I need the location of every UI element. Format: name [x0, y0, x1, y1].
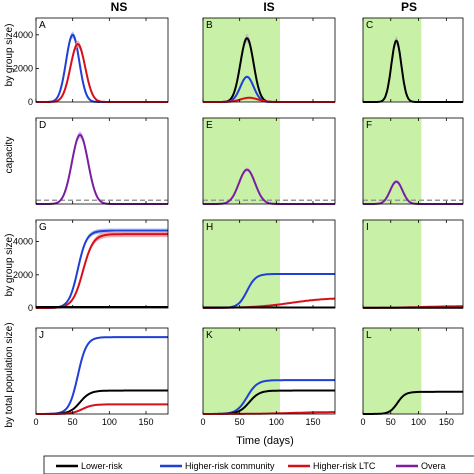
panel-letter: C — [366, 20, 373, 31]
uncertainty-band-red — [36, 40, 168, 102]
legend-label: Higher-risk LTC — [313, 461, 376, 471]
column-title-ns: NS — [111, 0, 128, 14]
x-tick-label: 50 — [386, 417, 396, 427]
x-tick-label: 100 — [411, 417, 426, 427]
intervention-shade — [363, 118, 422, 204]
intervention-shade — [363, 328, 422, 414]
series-line-red — [36, 233, 168, 309]
x-tick-label: 50 — [68, 417, 78, 427]
panel-h: H — [202, 219, 336, 309]
uncertainty-band-purple — [36, 131, 168, 204]
x-tick-label: 0 — [33, 417, 38, 427]
panel-letter: L — [366, 330, 372, 341]
uncertainty-band-blue — [36, 228, 168, 308]
legend: Lower-risk Higher-risk community Higher-ri… — [43, 455, 474, 474]
axes-frame — [35, 219, 169, 309]
uncertainty-band-red — [36, 231, 168, 308]
series-line-blue — [36, 33, 168, 103]
panels: 0 2000 4000 A B C D E F 0 2000 4000 G H I 0 50 100 150 J 0 50… — [13, 17, 464, 427]
x-tick-label: 100 — [102, 417, 117, 427]
x-tick-label: 50 — [235, 417, 245, 427]
axes-frame — [202, 17, 336, 103]
uncertainty-band-blue — [36, 31, 168, 102]
panel-letter: G — [39, 222, 47, 233]
series-line-blue — [36, 229, 168, 309]
x-tick-label: 0 — [360, 417, 365, 427]
y-tick-label: 0 — [28, 303, 33, 313]
y-tick-label: 2000 — [13, 270, 33, 280]
series-line-black — [36, 389, 168, 415]
series-line-blue — [36, 336, 168, 415]
axes-frame — [362, 219, 464, 309]
panel-letter: H — [206, 222, 213, 233]
series-line-red — [36, 42, 168, 103]
x-tick-label: 150 — [439, 417, 454, 427]
panel-j: 0 50 100 150 J — [33, 327, 169, 427]
legend-label: Lower-risk — [81, 461, 123, 471]
panel-letter: F — [366, 120, 372, 131]
x-tick-label: 150 — [305, 417, 320, 427]
axes-frame — [362, 17, 464, 103]
panel-letter: K — [206, 330, 213, 341]
panel-f: F — [362, 117, 464, 205]
legend-label: Higher-risk community — [185, 461, 275, 471]
panel-c: C — [362, 17, 464, 103]
axes-frame — [202, 327, 336, 415]
y-tick-label: 4000 — [13, 237, 33, 247]
panel-i: I — [362, 219, 464, 309]
axes-frame — [362, 117, 464, 205]
axes-frame — [35, 117, 169, 205]
axes-frame — [202, 219, 336, 309]
panel-k: 0 50 100 150 K — [200, 327, 336, 427]
y-tick-label: 0 — [28, 97, 33, 107]
ylabel-row3: by group size) — [4, 234, 15, 297]
panel-letter: J — [39, 330, 44, 341]
y-tick-label: 2000 — [13, 63, 33, 73]
panel-a: 0 2000 4000 A — [13, 17, 169, 107]
panel-l: 0 50 100 150 L — [360, 327, 464, 427]
intervention-shade — [363, 220, 422, 308]
series-line-purple — [36, 133, 168, 205]
panel-letter: A — [39, 20, 46, 31]
axes-frame — [362, 327, 464, 415]
x-tick-label: 0 — [200, 417, 205, 427]
legend-label: Overa — [421, 461, 446, 471]
panel-letter: B — [206, 20, 213, 31]
y-tick-label: 4000 — [13, 30, 33, 40]
intervention-shade — [203, 328, 280, 414]
ylabel-row2: capacity — [4, 137, 15, 174]
panel-e: E — [202, 117, 336, 205]
panel-b: B — [202, 17, 336, 103]
legend-box — [43, 455, 474, 474]
panel-g: 0 2000 4000 G — [13, 219, 169, 313]
intervention-shade — [203, 220, 280, 308]
panel-letter: I — [366, 222, 369, 233]
column-title-is: IS — [263, 0, 274, 14]
panel-letter: D — [39, 120, 46, 131]
panel-letter: E — [206, 120, 213, 131]
intervention-shade — [203, 118, 280, 204]
axes-frame — [202, 117, 336, 205]
ylabel-row1: by group size) — [4, 24, 15, 87]
ylabel-row4: by total population size) — [4, 322, 15, 427]
axes-frame — [35, 17, 169, 103]
panel-d: D — [35, 117, 169, 205]
axes-frame — [35, 327, 169, 415]
x-tick-label: 150 — [138, 417, 153, 427]
column-title-ps: PS — [401, 0, 417, 14]
x-axis-label: Time (days) — [236, 435, 294, 447]
x-tick-label: 100 — [269, 417, 284, 427]
